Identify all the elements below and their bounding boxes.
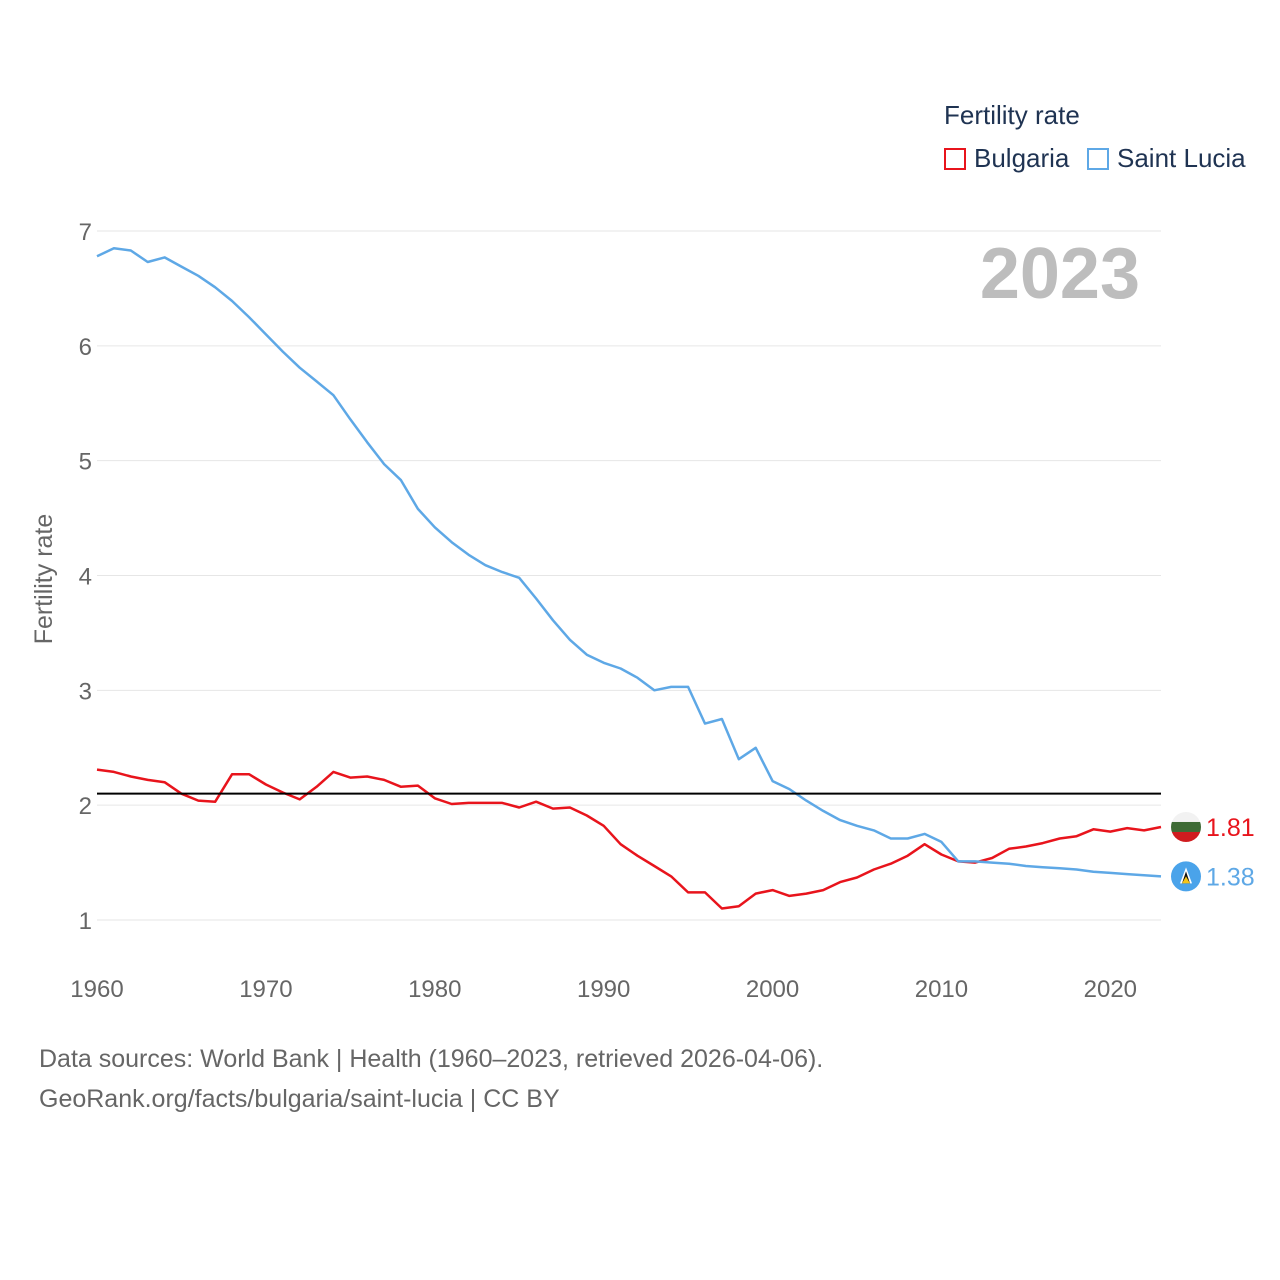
legend-swatch-bulgaria (944, 147, 966, 170)
saint-lucia-end-value: 1.38 (1206, 863, 1255, 891)
gridlines (97, 230, 1161, 921)
y-tick-label: 7 (79, 219, 92, 246)
source-line: Data sources: World Bank | Health (1960–… (39, 1045, 824, 1073)
series-line-bulgaria (96, 768, 1162, 910)
bulgaria-flag-icon (1171, 811, 1201, 842)
series-line-saint-lucia (96, 246, 1162, 878)
x-tick-label: 2010 (915, 976, 968, 1003)
y-tick-label: 1 (79, 908, 92, 935)
y-tick-label: 4 (79, 564, 92, 591)
legend-item-bulgaria[interactable]: Bulgaria (944, 143, 1069, 174)
x-tick-label: 1980 (408, 976, 461, 1003)
legend-title: Fertility rate (944, 100, 1080, 130)
x-tick-label: 2000 (746, 976, 799, 1003)
x-tick-label: 1960 (70, 976, 123, 1003)
legend-swatch-saint-lucia (1087, 147, 1109, 170)
y-axis-ticks: 1 2 3 4 5 6 7 (79, 219, 92, 935)
year-label: 2023 (980, 234, 1140, 314)
legend-label-bulgaria: Bulgaria (974, 143, 1070, 173)
bulgaria-end-value: 1.81 (1206, 814, 1255, 842)
y-tick-label: 2 (79, 793, 92, 820)
x-axis-ticks: 1960 1970 1980 1990 2000 2010 2020 (70, 976, 1137, 1003)
y-tick-label: 6 (79, 334, 92, 361)
license-line: GeoRank.org/facts/bulgaria/saint-lucia |… (39, 1085, 560, 1113)
legend-label-saint-lucia: Saint Lucia (1117, 143, 1246, 173)
x-tick-label: 2020 (1084, 976, 1137, 1003)
legend-item-saint-lucia[interactable]: Saint Lucia (1087, 143, 1246, 174)
series-end-markers: 1.81 1.38 (1171, 811, 1255, 892)
y-axis-label: Fertility rate (30, 514, 58, 645)
y-tick-label: 3 (79, 678, 92, 705)
y-tick-label: 5 (79, 449, 92, 476)
series-lines (96, 246, 1162, 910)
x-tick-label: 1970 (239, 976, 292, 1003)
saint-lucia-flag-icon (1171, 861, 1201, 892)
x-tick-label: 1990 (577, 976, 630, 1003)
